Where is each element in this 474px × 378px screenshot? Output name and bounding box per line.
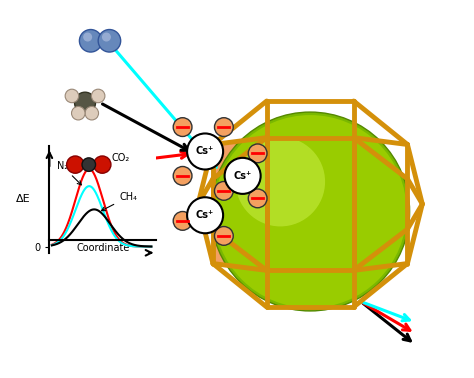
- Circle shape: [173, 166, 192, 185]
- Circle shape: [187, 197, 223, 233]
- Text: Cs⁺: Cs⁺: [196, 210, 214, 220]
- Circle shape: [83, 33, 92, 42]
- Circle shape: [173, 118, 192, 136]
- Circle shape: [74, 92, 96, 113]
- Circle shape: [98, 29, 121, 52]
- Circle shape: [80, 29, 102, 52]
- Circle shape: [215, 226, 233, 245]
- Circle shape: [82, 158, 96, 171]
- Circle shape: [248, 189, 267, 208]
- Circle shape: [102, 33, 111, 42]
- Text: Cs⁺: Cs⁺: [234, 171, 252, 181]
- Circle shape: [214, 115, 407, 308]
- Circle shape: [85, 107, 99, 120]
- Circle shape: [236, 137, 325, 226]
- Circle shape: [72, 107, 85, 120]
- Circle shape: [215, 118, 233, 136]
- Circle shape: [211, 112, 410, 311]
- Circle shape: [215, 181, 233, 200]
- Circle shape: [187, 133, 223, 169]
- Circle shape: [173, 212, 192, 230]
- Circle shape: [225, 158, 261, 194]
- Circle shape: [65, 89, 79, 103]
- Circle shape: [91, 89, 105, 103]
- Circle shape: [248, 144, 267, 163]
- Circle shape: [94, 156, 111, 173]
- Polygon shape: [213, 138, 267, 270]
- Text: Cs⁺: Cs⁺: [196, 147, 214, 156]
- Circle shape: [67, 156, 84, 173]
